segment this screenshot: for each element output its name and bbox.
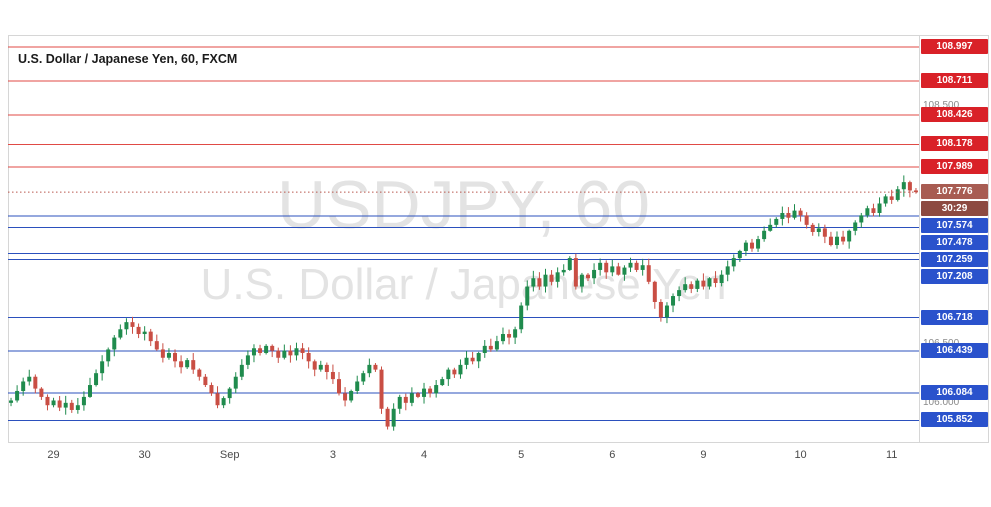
time-axis-label: 30	[138, 449, 151, 461]
support-price-badge: 106.718	[921, 309, 988, 325]
time-axis-label: 6	[609, 449, 616, 461]
symbol-title: U.S. Dollar / Japanese Yen, 60, FXCM	[18, 52, 238, 66]
support-price-badge: 106.439	[921, 342, 988, 358]
support-price-badge: 107.478	[921, 235, 988, 251]
time-axis-label: 29	[47, 449, 60, 461]
resistance-price-badge: 107.989	[921, 158, 988, 174]
resistance-price-badge: 108.426	[921, 106, 988, 122]
candles	[9, 175, 918, 431]
support-price-badge: 106.084	[921, 384, 988, 400]
resistance-price-badge: 108.178	[921, 136, 988, 152]
time-axis-label: 3	[329, 449, 336, 461]
last-price-badge: 107.776	[921, 184, 988, 200]
time-axis-label: 10	[794, 449, 807, 461]
chart-frame	[8, 35, 989, 443]
support-price-badge: 105.852	[921, 412, 988, 428]
time-axis-label: Sep	[219, 449, 240, 461]
support-price-badge: 107.574	[921, 218, 988, 234]
price-axis-label: 106.000	[923, 396, 960, 408]
support-price-badge: 107.259	[921, 252, 988, 268]
bar-countdown-badge: 30:29	[921, 201, 988, 217]
time-axis-label: 11	[885, 449, 898, 461]
resistance-price-badge: 108.997	[921, 39, 988, 55]
price-axis-label: 108.500	[923, 100, 960, 112]
time-axis-label: 4	[420, 449, 428, 461]
resistance-price-badge: 108.711	[921, 73, 988, 89]
price-level-lines[interactable]	[8, 46, 919, 421]
time-axis-label: 9	[700, 449, 707, 461]
support-price-badge: 107.208	[921, 269, 988, 285]
time-axis-label: 5	[518, 449, 525, 461]
